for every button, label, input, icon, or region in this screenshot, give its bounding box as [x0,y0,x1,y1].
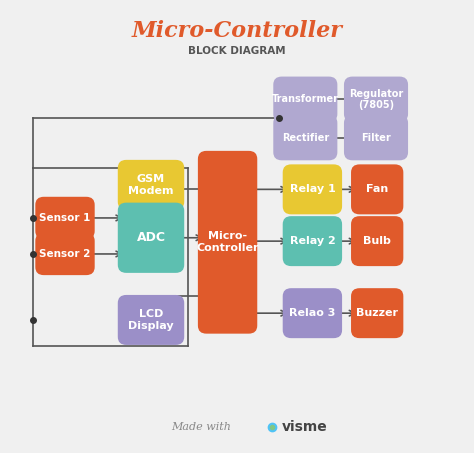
Text: GSM
Modem: GSM Modem [128,174,174,196]
FancyBboxPatch shape [273,115,337,160]
FancyBboxPatch shape [118,202,184,273]
FancyBboxPatch shape [36,233,95,275]
Text: Transformer: Transformer [272,94,339,104]
Text: LCD
Display: LCD Display [128,309,174,331]
FancyBboxPatch shape [118,160,184,210]
Text: Relay 2: Relay 2 [290,236,335,246]
FancyBboxPatch shape [118,295,184,345]
Text: Bulb: Bulb [363,236,391,246]
Text: Relao 3: Relao 3 [289,308,336,318]
FancyBboxPatch shape [283,164,342,214]
Text: Micro-
Controller: Micro- Controller [196,231,259,253]
Text: Relay 1: Relay 1 [290,184,335,194]
Text: Sensor 2: Sensor 2 [39,249,91,259]
Text: Rectifier: Rectifier [282,133,329,143]
FancyBboxPatch shape [351,164,403,214]
Text: visme: visme [282,420,328,434]
Text: Buzzer: Buzzer [356,308,398,318]
FancyBboxPatch shape [344,77,408,122]
FancyBboxPatch shape [344,115,408,160]
Text: Fan: Fan [366,184,388,194]
Text: Sensor 1: Sensor 1 [39,213,91,223]
FancyBboxPatch shape [283,288,342,338]
FancyBboxPatch shape [198,151,257,334]
FancyBboxPatch shape [283,216,342,266]
Text: BLOCK DIAGRAM: BLOCK DIAGRAM [188,46,286,56]
Text: Micro-Controller: Micro-Controller [131,19,343,42]
Text: Made with: Made with [171,422,231,432]
Text: ADC: ADC [137,231,165,244]
FancyBboxPatch shape [36,197,95,239]
Text: Regulator
(7805): Regulator (7805) [349,88,403,110]
FancyBboxPatch shape [351,288,403,338]
FancyBboxPatch shape [351,216,403,266]
Text: Filter: Filter [361,133,391,143]
FancyBboxPatch shape [273,77,337,122]
